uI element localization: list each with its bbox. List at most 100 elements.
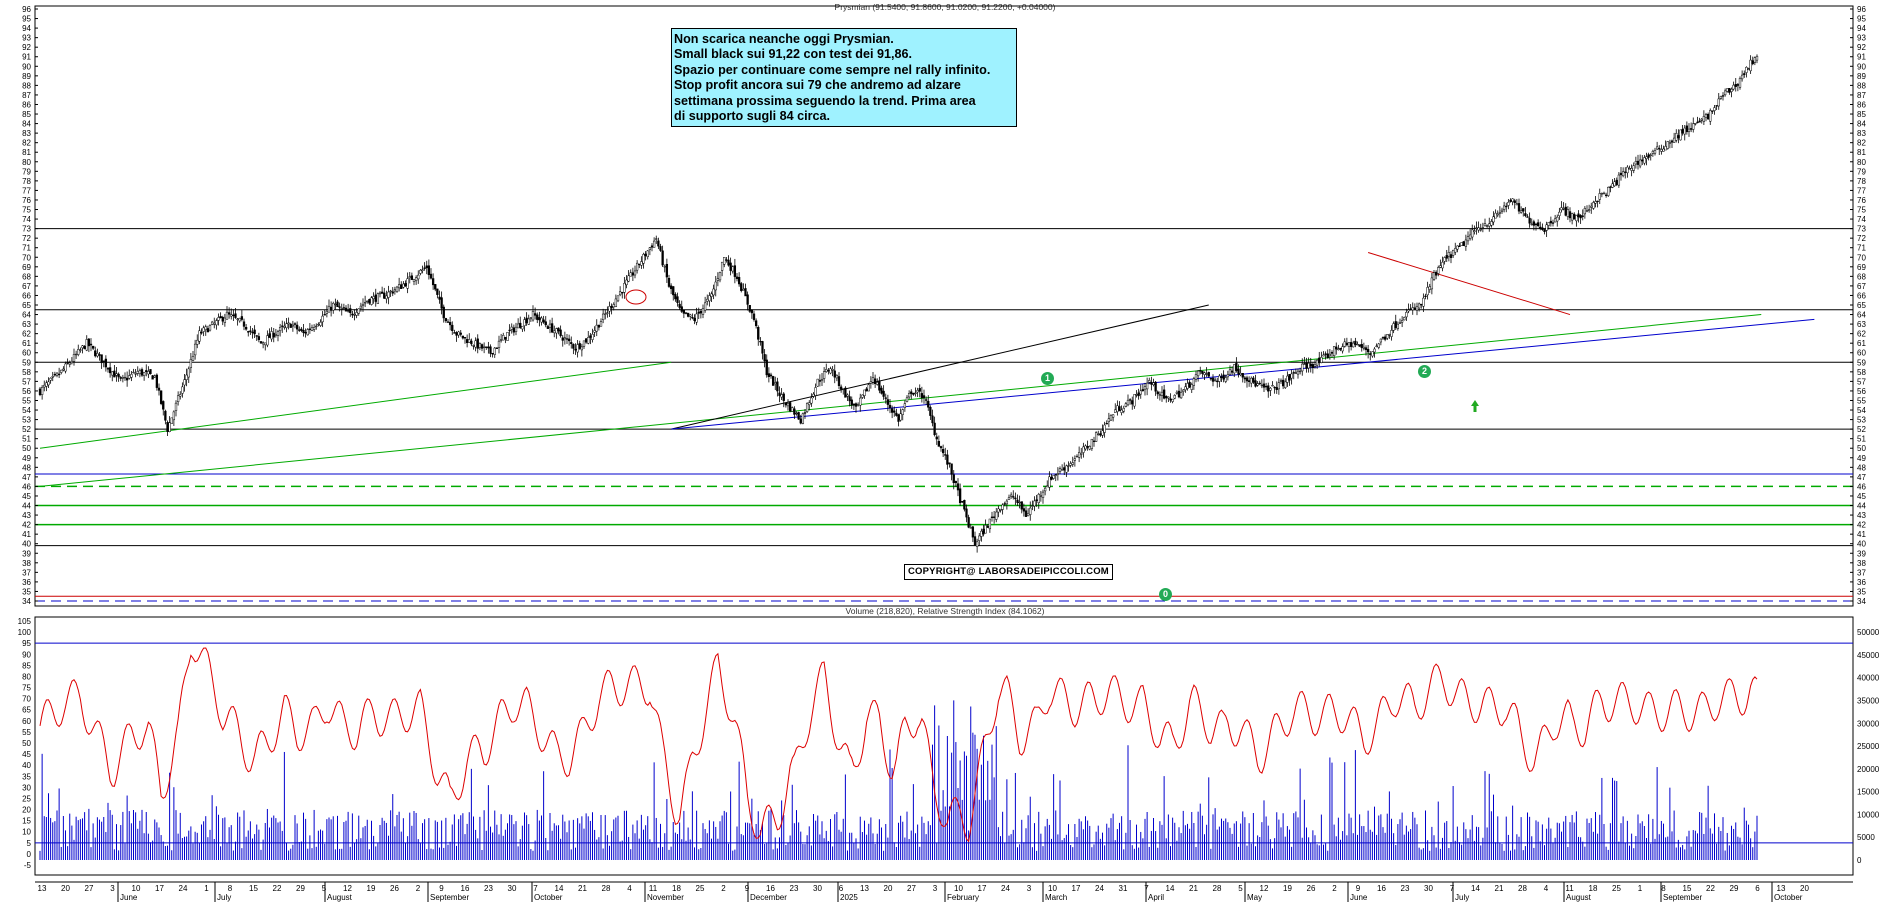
candle-body — [965, 508, 968, 518]
day-tick: 1 — [204, 884, 209, 893]
candle-body — [1369, 353, 1372, 355]
candle-body — [1069, 463, 1072, 466]
candle-body — [1481, 227, 1485, 229]
candle-body — [563, 337, 567, 340]
indicator-panel-title: Volume (218,820), Relative Strength Inde… — [846, 606, 1045, 616]
candle-body — [1347, 342, 1351, 347]
price-tick-right: 50 — [1857, 444, 1866, 453]
candle-body — [1460, 242, 1463, 246]
candle-body — [1662, 148, 1665, 152]
month-label: February — [947, 893, 979, 902]
candle-body — [1133, 394, 1136, 407]
volume-tick: 45000 — [1857, 651, 1880, 660]
candle-body — [332, 303, 335, 311]
candle-body — [997, 508, 1000, 513]
candle-body — [208, 325, 212, 331]
candle-body — [901, 409, 904, 415]
price-tick-right: 77 — [1857, 186, 1866, 195]
candle-body — [510, 326, 513, 330]
candle-body — [869, 381, 873, 384]
candle-body — [244, 326, 248, 330]
candle-body — [1341, 346, 1344, 352]
candle-body — [310, 327, 314, 331]
price-tick-right: 62 — [1857, 330, 1866, 339]
candle-body — [1562, 208, 1565, 210]
candle-body — [610, 305, 613, 309]
time-axis: 13 20 27 3 10 17 24 1 8 15 22 29 5 12 19 26 2 9 16 23 30 7 14 2… — [35, 881, 1853, 902]
price-tick-left: 58 — [22, 368, 31, 377]
price-tick-left: 51 — [22, 435, 31, 444]
candle-body — [699, 310, 703, 314]
candle-body — [939, 446, 943, 449]
candle-body — [417, 274, 420, 280]
candle-body — [582, 340, 586, 347]
price-tick-left: 71 — [22, 244, 31, 253]
month-label: November — [647, 893, 684, 902]
price-tick-right: 58 — [1857, 368, 1866, 377]
price-tick-right: 76 — [1857, 196, 1866, 205]
candle-body — [1001, 504, 1004, 510]
candle-body — [557, 327, 560, 332]
candle-body — [1600, 193, 1604, 195]
candle-body — [230, 314, 233, 317]
candle-body — [410, 275, 414, 280]
candle-body — [1230, 370, 1234, 373]
candle-body — [1199, 370, 1202, 372]
candle-body — [927, 400, 930, 408]
candle-body — [1099, 433, 1102, 436]
candle-body — [1643, 157, 1646, 164]
candle-body — [176, 395, 180, 402]
day-tick: 15 — [1683, 884, 1692, 893]
candle-body — [850, 399, 853, 406]
candle-body — [759, 340, 762, 343]
day-tick: 3 — [1027, 884, 1032, 893]
candle-body — [727, 259, 730, 266]
price-tick-right: 71 — [1857, 244, 1866, 253]
candle-body — [1694, 123, 1697, 125]
candle-body — [40, 387, 44, 395]
candle-body — [844, 387, 847, 398]
candle-body — [735, 276, 739, 279]
candle-body — [856, 404, 860, 406]
candle-body — [1052, 475, 1055, 479]
candle-body — [1704, 114, 1708, 118]
candle-body — [336, 301, 339, 308]
candle-body — [937, 441, 941, 447]
candle-body — [1303, 363, 1306, 365]
candle-body — [419, 269, 422, 274]
day-tick: 22 — [273, 884, 282, 893]
candle-body — [1471, 229, 1474, 238]
day-tick: 24 — [179, 884, 188, 893]
candle-body — [1502, 205, 1506, 210]
candle-body — [134, 373, 137, 375]
candle-body — [642, 254, 645, 264]
candle-body — [472, 345, 475, 347]
candle-body — [1003, 503, 1006, 505]
price-tick-left: 69 — [22, 263, 31, 272]
candle-body — [1160, 391, 1164, 396]
rsi-series — [39, 647, 1758, 843]
price-tick-right: 60 — [1857, 349, 1866, 358]
candle-body — [1445, 255, 1448, 259]
candle-body — [618, 291, 622, 296]
day-tick: 12 — [1260, 884, 1269, 893]
price-tick-left: 61 — [22, 339, 31, 348]
candle-body — [1026, 513, 1030, 517]
candle-body — [1464, 239, 1468, 247]
candle-body — [395, 286, 399, 292]
price-tick-left: 53 — [22, 416, 31, 425]
candle-body — [1201, 370, 1204, 374]
candle-body — [1488, 223, 1491, 227]
candle-body — [689, 314, 692, 317]
day-tick: 6 — [1755, 884, 1760, 893]
day-tick: 7 — [1144, 884, 1149, 893]
candle-body — [397, 284, 401, 289]
price-tick-left: 39 — [22, 549, 31, 558]
candle-body — [170, 417, 173, 424]
candle-body — [542, 319, 545, 323]
day-tick: 23 — [790, 884, 799, 893]
candle-body — [1653, 150, 1657, 154]
candle-body — [1655, 146, 1659, 150]
price-tick-right: 69 — [1857, 263, 1866, 272]
candle-body — [368, 299, 371, 304]
